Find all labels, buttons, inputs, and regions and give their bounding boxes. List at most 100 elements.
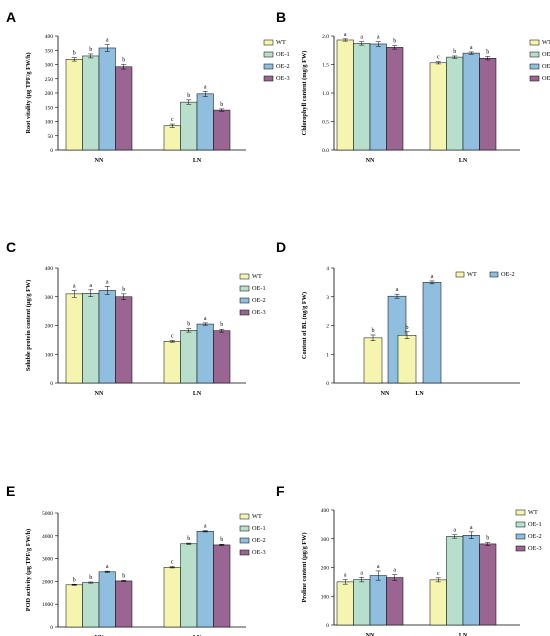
y-tick-label: 100 — [45, 352, 54, 358]
significance-letter: a — [470, 45, 473, 51]
legend-label: OE-2 — [252, 297, 266, 304]
y-axis-label: Soluble protein content (μg/g FW) — [25, 280, 32, 372]
significance-letter: a — [204, 316, 207, 322]
significance-letter: a — [106, 38, 109, 44]
legend-swatch — [263, 63, 274, 70]
bar — [213, 330, 231, 384]
y-tick-label: 0 — [326, 381, 329, 387]
legend-label: OE-2 — [542, 63, 550, 70]
significance-letter: a — [360, 570, 363, 576]
legend: WT OE-1 OE-2 OE-3 — [239, 513, 266, 556]
legend-swatch — [239, 297, 250, 304]
bar — [336, 581, 354, 626]
legend: WT OE-1 OE-2 OE-3 — [529, 39, 550, 82]
y-tick-label: 0.5 — [322, 120, 329, 126]
significance-letter: b — [187, 536, 190, 542]
significance-letter: b — [486, 50, 489, 56]
bar — [429, 579, 447, 626]
significance-letter: a — [106, 279, 109, 285]
panel-letter: B — [276, 9, 286, 25]
bar — [82, 293, 100, 384]
legend-label: OE-2 — [501, 271, 515, 278]
bar — [82, 55, 100, 151]
significance-letter: a — [89, 283, 92, 289]
bar — [422, 282, 442, 384]
significance-letter: a — [360, 35, 363, 41]
bar — [213, 544, 231, 628]
x-category-label: NN — [366, 158, 375, 164]
significance-letter: a — [344, 32, 347, 38]
y-tick-label: 0 — [50, 625, 53, 631]
legend-label: OE-1 — [276, 51, 290, 58]
legend-label: OE-2 — [528, 533, 542, 540]
panel-d: D 0 1 2 3 4 Content of BL (ng/g FW) b a NN b a LN WT O… — [276, 239, 520, 397]
significance-letter: b — [453, 49, 456, 55]
panel-e: E 0 1000 2000 3000 4000 5000 POD activity (μg T… — [6, 483, 266, 636]
significance-letter: a — [73, 283, 76, 289]
bar — [397, 335, 417, 384]
y-tick-label: 350 — [45, 48, 54, 54]
significance-letter: a — [431, 274, 434, 280]
legend-label: OE-1 — [252, 285, 266, 292]
significance-letter: c — [437, 571, 440, 577]
significance-letter: a — [396, 287, 399, 293]
x-category-label: LN — [415, 391, 424, 397]
legend-label: OE-1 — [542, 51, 550, 58]
panel-a: A 0 50 100 150 200 250 300 350 400 Root vitality (… — [6, 9, 290, 164]
panel-c: C 0 100 200 300 400 Soluble protein content (μ… — [6, 239, 266, 397]
x-category-label: LN — [459, 158, 468, 164]
y-tick-label: 0 — [50, 148, 53, 154]
legend-label: OE-3 — [528, 545, 542, 552]
bar — [363, 337, 383, 384]
legend-label: WT — [467, 271, 477, 278]
legend-swatch — [239, 549, 250, 556]
significance-letter: a — [106, 564, 109, 570]
bar — [446, 536, 464, 626]
legend: WT OE-1 OE-2 OE-3 — [515, 509, 542, 552]
bar — [369, 43, 387, 151]
y-axis-label: POD activity (μg TPF/g FW/h) — [25, 529, 32, 612]
bar — [98, 47, 116, 151]
x-category-label: NN — [95, 391, 104, 397]
y-tick-label: 2000 — [42, 579, 53, 585]
legend-swatch — [529, 39, 540, 46]
bar — [386, 577, 404, 626]
legend-swatch — [529, 75, 540, 82]
legend-swatch — [515, 545, 526, 552]
y-tick-label: 250 — [45, 77, 54, 83]
significance-letter: b — [122, 573, 125, 579]
legend-swatch — [239, 525, 250, 532]
bar — [336, 39, 354, 151]
significance-letter: b — [187, 93, 190, 99]
bar — [82, 582, 100, 628]
panel-f: F 0 100 200 300 400 Proline content (μg/g FW) a… — [276, 483, 542, 636]
bar — [446, 56, 464, 151]
x-category-label: NN — [95, 158, 104, 164]
significance-letter: b — [393, 39, 396, 45]
bar — [479, 57, 497, 151]
y-tick-label: 50 — [48, 134, 54, 140]
y-tick-label: 1000 — [42, 602, 53, 608]
y-tick-label: 200 — [45, 324, 54, 330]
bar — [353, 579, 371, 626]
significance-letter: a — [377, 564, 380, 570]
x-category-label: NN — [381, 391, 390, 397]
significance-letter: a — [204, 84, 207, 90]
significance-letter: a — [393, 568, 396, 574]
legend-swatch — [239, 285, 250, 292]
legend-swatch — [239, 513, 250, 520]
legend-swatch — [515, 509, 526, 516]
bar — [196, 93, 214, 151]
x-category-label: LN — [193, 158, 202, 164]
y-tick-label: 100 — [45, 120, 54, 126]
significance-letter: b — [89, 575, 92, 581]
legend-label: OE-3 — [252, 309, 266, 316]
y-tick-label: 0 — [326, 623, 329, 629]
bar — [65, 59, 83, 151]
legend-swatch — [489, 271, 499, 278]
y-tick-label: 3000 — [42, 557, 53, 563]
bar — [196, 530, 214, 628]
legend-label: OE-1 — [528, 521, 542, 528]
panel-b: B 0.0 0.5 1.0 1.5 2.0 Chlorophyll content (mg/… — [276, 9, 550, 164]
